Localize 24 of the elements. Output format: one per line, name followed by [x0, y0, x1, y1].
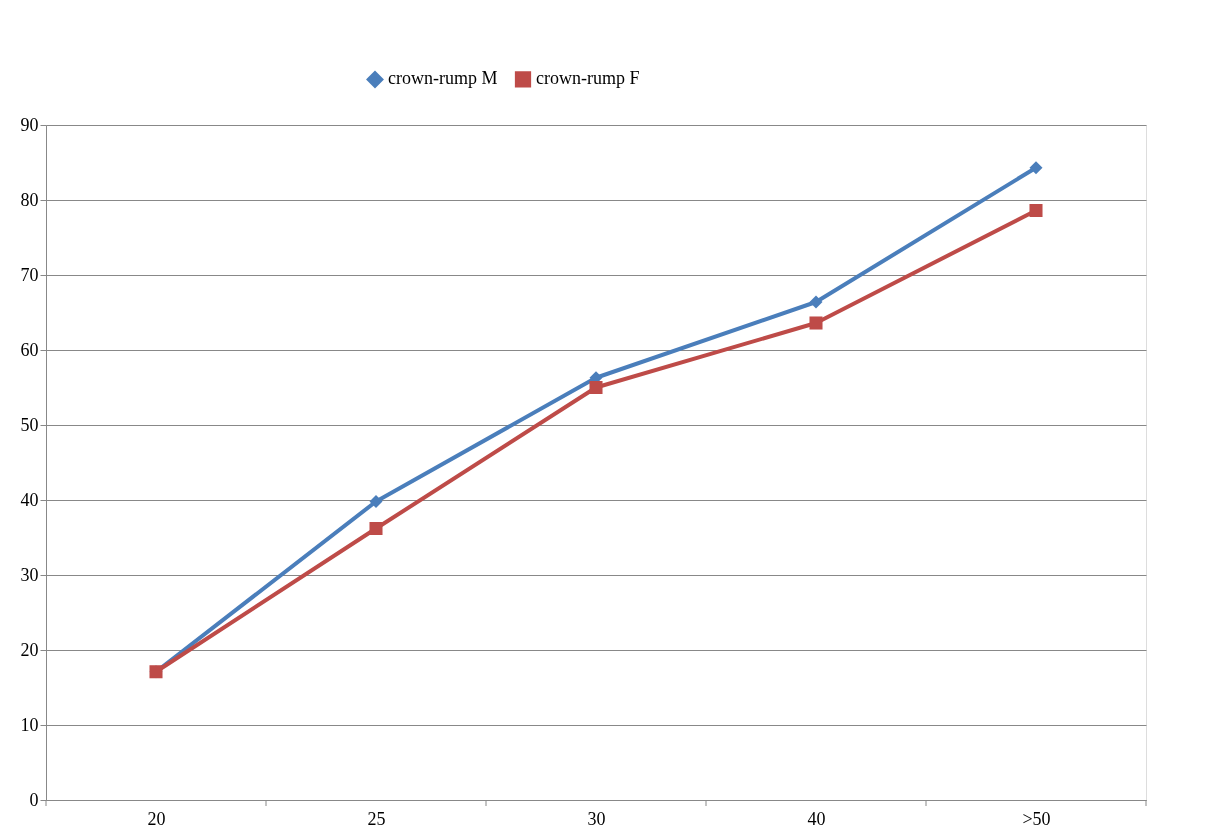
point [589, 380, 603, 395]
y-tick-label: 60 [20, 339, 39, 360]
x-tick-label: >50 [1022, 808, 1051, 829]
legend-label: crown-rump M [388, 68, 498, 89]
y-tick-label: 10 [20, 714, 39, 735]
point [1029, 161, 1043, 175]
y-tick-label: 50 [20, 414, 39, 435]
point [369, 494, 383, 509]
point [369, 521, 383, 536]
y-tick-label: 30 [20, 564, 39, 585]
x-tick-label: 40 [807, 808, 826, 829]
x-tick-label: 20 [147, 808, 166, 829]
point [809, 295, 823, 309]
x-tick-label: 25 [367, 808, 386, 829]
y-tick-label: 40 [20, 489, 39, 510]
y-tick-label: 20 [20, 639, 39, 660]
x-tick-label: 30 [587, 808, 606, 829]
point [809, 316, 823, 330]
y-tick-label: 70 [20, 264, 39, 285]
point [1029, 203, 1043, 218]
y-tick-label: 80 [20, 189, 39, 210]
y-tick-label: 90 [20, 114, 39, 135]
y-tick-label: 0 [29, 789, 39, 810]
legend-label: crown-rump F [536, 68, 640, 89]
